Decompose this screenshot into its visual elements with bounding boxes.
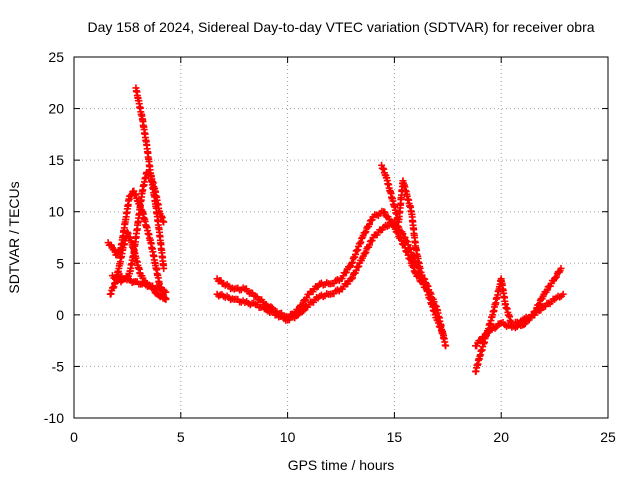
data-point (559, 290, 567, 298)
data-point (346, 263, 354, 271)
y-tick-label: 5 (56, 255, 64, 271)
y-tick-label: 0 (56, 307, 64, 323)
data-point (342, 268, 350, 276)
x-axis-label: GPS time / hours (288, 457, 395, 473)
x-tick-label: 25 (600, 429, 616, 445)
x-tick-label: 20 (493, 429, 509, 445)
data-point (418, 271, 426, 279)
data-point (543, 286, 551, 294)
data-point (416, 264, 424, 272)
y-tick-label: 25 (48, 49, 64, 65)
y-tick-label: 10 (48, 204, 64, 220)
y-axis-label: SDTVAR / TECUs (6, 181, 22, 293)
data-point (552, 273, 560, 281)
data-point (520, 321, 528, 329)
data-point (352, 267, 360, 275)
y-tick-label: -10 (44, 410, 64, 426)
x-tick-label: 0 (70, 429, 78, 445)
y-tick-label: 15 (48, 152, 64, 168)
data-point (300, 307, 308, 315)
data-point (394, 222, 402, 230)
data-point (442, 342, 450, 350)
data-point (491, 324, 499, 332)
data-point (361, 250, 369, 258)
data-point (361, 229, 369, 237)
y-tick-label: -5 (52, 358, 65, 374)
data-marks (104, 84, 567, 376)
data-point (385, 215, 393, 223)
plot-area (73, 56, 609, 419)
y-tick-label: 20 (48, 101, 64, 117)
x-tick-label: 5 (177, 429, 185, 445)
chart-title: Day 158 of 2024, Sidereal Day-to-day VTE… (87, 19, 594, 35)
grid (74, 57, 608, 418)
data-point (362, 228, 370, 236)
data-point (421, 275, 429, 283)
data-point (162, 288, 170, 296)
data-point (365, 220, 373, 228)
data-point (365, 241, 373, 249)
axis-ticks: 0 5 10 15 20 25 -10 -5 0 5 10 15 20 25 (44, 49, 616, 445)
data-point (162, 294, 170, 302)
data-point (557, 264, 565, 272)
data-point (362, 248, 370, 256)
data-point (298, 308, 306, 316)
x-tick-label: 15 (387, 429, 403, 445)
data-point (355, 262, 363, 270)
x-tick-label: 10 (280, 429, 296, 445)
data-point (399, 230, 407, 238)
data-point (160, 264, 168, 272)
data-point (381, 208, 389, 216)
data-point (521, 320, 529, 328)
data-point (349, 274, 357, 282)
